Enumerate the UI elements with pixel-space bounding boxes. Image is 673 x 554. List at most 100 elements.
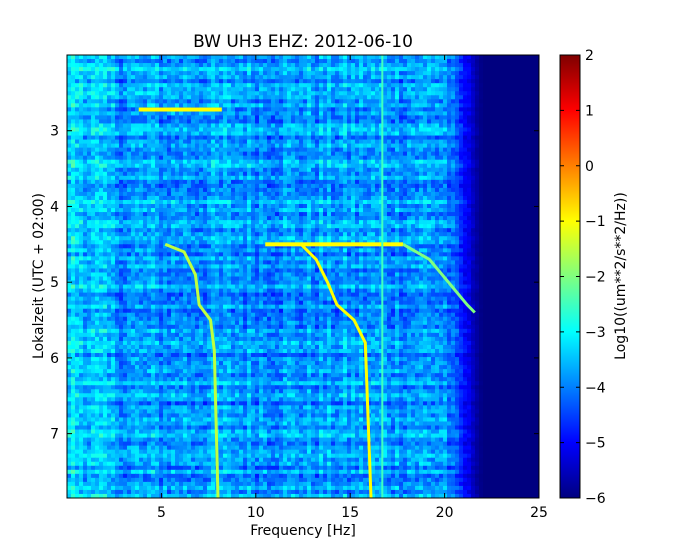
- spectrogram-cell: [207, 155, 212, 161]
- spectrogram-cell: [83, 199, 88, 205]
- spectrogram-cell: [471, 204, 476, 209]
- spectrogram-cell: [383, 175, 388, 181]
- spectrogram-cell: [535, 75, 539, 80]
- spectrogram-cell: [463, 119, 468, 125]
- spectrogram-cell: [371, 191, 376, 197]
- spectrogram-cell: [515, 135, 520, 141]
- spectrogram-cell: [67, 139, 72, 145]
- spectrogram-cell: [371, 119, 376, 125]
- spectrogram-cell: [107, 195, 112, 201]
- spectrogram-cell: [415, 163, 420, 169]
- spectrogram-cell: [211, 131, 216, 137]
- spectrogram-cell: [71, 195, 76, 201]
- spectrogram-cell: [179, 99, 184, 104]
- spectrogram-cell: [303, 127, 308, 133]
- spectrogram-cell: [323, 139, 328, 145]
- spectrogram-cell: [531, 135, 536, 141]
- spectrogram-cell: [459, 135, 464, 141]
- spectrogram-cell: [399, 95, 404, 100]
- spectrogram-cell: [127, 175, 132, 181]
- spectrogram-cell: [387, 163, 392, 169]
- spectrogram-cell: [207, 83, 212, 88]
- spectrogram-cell: [447, 143, 452, 149]
- spectrogram-cell: [75, 220, 80, 225]
- spectrogram-cell: [471, 187, 476, 193]
- spectrogram-cell: [443, 216, 448, 221]
- spectrogram-cell: [275, 175, 280, 181]
- spectrogram-cell: [211, 55, 216, 60]
- spectrogram-cell: [71, 183, 76, 189]
- spectrogram-cell: [503, 135, 508, 141]
- spectrogram-cell: [495, 63, 500, 68]
- spectrogram-cell: [115, 91, 120, 96]
- spectrogram-cell: [215, 67, 220, 72]
- spectrogram-cell: [467, 139, 472, 145]
- spectrogram-cell: [483, 119, 488, 125]
- spectrogram-cell: [295, 147, 300, 153]
- spectrogram-cell: [507, 220, 512, 225]
- spectrogram-cell: [423, 63, 428, 68]
- spectrogram-cell: [443, 151, 448, 157]
- spectrogram-cell: [387, 95, 392, 100]
- spectrogram-cell: [395, 187, 400, 193]
- spectrogram-cell: [107, 212, 112, 217]
- spectrogram-cell: [159, 83, 164, 88]
- spectrogram-cell: [279, 139, 284, 145]
- spectrogram-cell: [243, 199, 248, 205]
- spectrogram-cell: [371, 127, 376, 133]
- spectrogram-cell: [387, 115, 392, 121]
- spectrogram-cell: [255, 107, 260, 112]
- spectrogram-cell: [483, 167, 488, 173]
- spectrogram-cell: [475, 155, 480, 161]
- spectrogram-cell: [527, 103, 532, 108]
- spectrogram-cell: [403, 55, 408, 60]
- spectrogram-cell: [423, 187, 428, 193]
- spectrogram-cell: [523, 216, 528, 221]
- spectrogram-cell: [371, 79, 376, 84]
- spectrogram-cell: [183, 87, 188, 92]
- spectrogram-cell: [439, 143, 444, 149]
- spectrogram-cell: [147, 204, 152, 209]
- spectrogram-cell: [179, 123, 184, 129]
- spectrogram-cell: [395, 195, 400, 201]
- spectrogram-cell: [115, 99, 120, 104]
- spectrogram-cell: [135, 95, 140, 100]
- spectrogram-cell: [203, 103, 208, 108]
- spectrogram-cell: [303, 123, 308, 129]
- spectrogram-cell: [359, 91, 364, 96]
- spectrogram-cell: [459, 175, 464, 181]
- spectrogram-cell: [291, 216, 296, 221]
- spectrogram-cell: [271, 159, 276, 165]
- spectrogram-cell: [239, 220, 244, 225]
- spectrogram-cell: [347, 216, 352, 221]
- spectrogram-cell: [279, 204, 284, 209]
- spectrogram-cell: [447, 71, 452, 76]
- spectrogram-cell: [523, 79, 528, 84]
- spectrogram-cell: [183, 139, 188, 145]
- spectrogram-cell: [171, 55, 176, 60]
- spectrogram-cell: [475, 147, 480, 153]
- spectrogram-cell: [531, 139, 536, 145]
- spectrogram-cell: [71, 224, 76, 229]
- spectrogram-cell: [227, 55, 232, 60]
- spectrogram-cell: [399, 159, 404, 165]
- spectrogram-cell: [475, 99, 480, 104]
- spectrogram-cell: [271, 191, 276, 197]
- spectrogram-cell: [211, 191, 216, 197]
- spectrogram-cell: [203, 212, 208, 217]
- spectrogram-cell: [87, 187, 92, 193]
- spectrogram-cell: [315, 212, 320, 217]
- spectrogram-cell: [235, 175, 240, 181]
- spectrogram-cell: [71, 55, 76, 60]
- spectrogram-cell: [491, 71, 496, 76]
- spectrogram-cell: [111, 151, 116, 157]
- spectrogram-cell: [159, 59, 164, 64]
- spectrogram-cell: [455, 151, 460, 157]
- spectrogram-cell: [87, 91, 92, 96]
- spectrogram-cell: [463, 199, 468, 205]
- spectrogram-cell: [259, 111, 264, 117]
- spectrogram-cell: [139, 55, 144, 60]
- spectrogram-cell: [451, 183, 456, 189]
- spectrogram-cell: [463, 143, 468, 149]
- spectrogram-cell: [367, 179, 372, 185]
